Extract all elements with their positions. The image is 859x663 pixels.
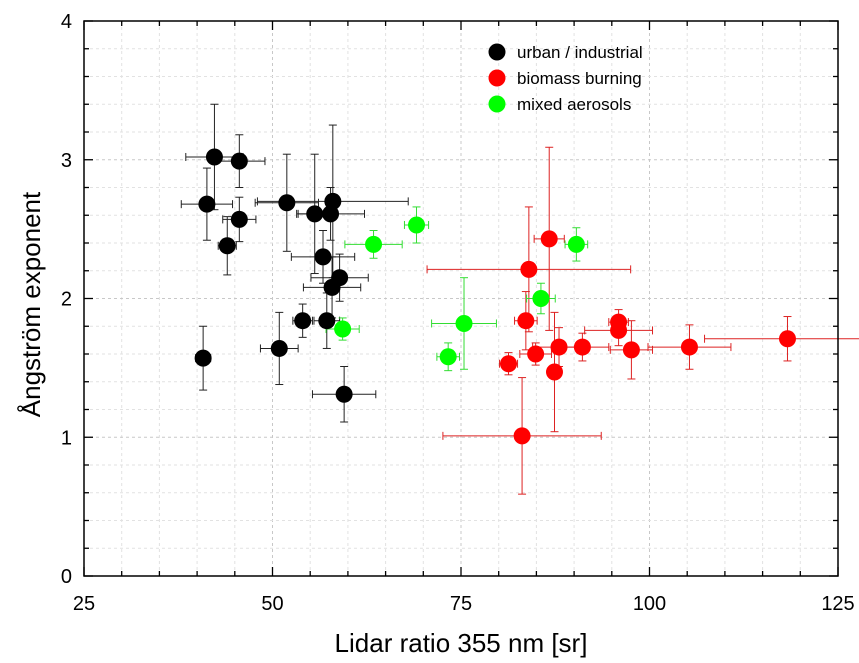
- x-tick-label: 125: [821, 593, 854, 615]
- data-point: [278, 194, 296, 212]
- data-point: [610, 321, 628, 339]
- data-point: [517, 312, 535, 330]
- x-axis-title: Lidar ratio 355 nm [sr]: [335, 628, 588, 658]
- data-point: [334, 320, 352, 338]
- tick-labels: 25 50 75 100 125 0 1 2 3 4: [61, 11, 855, 615]
- data-point: [527, 345, 545, 363]
- data-point: [324, 192, 342, 210]
- data-point: [545, 363, 563, 381]
- legend: urban / industrial biomass burning mixed a…: [488, 43, 643, 114]
- data-point: [567, 235, 585, 253]
- data-point: [540, 230, 558, 248]
- data-point: [573, 338, 591, 356]
- legend-marker: [488, 43, 506, 61]
- y-tick-label: 2: [61, 289, 72, 311]
- data-point: [532, 290, 550, 307]
- y-tick-label: 3: [61, 150, 72, 172]
- data-point: [680, 338, 698, 356]
- data-point: [778, 330, 796, 348]
- data-point: [520, 260, 538, 278]
- axis-ticks: [83, 20, 839, 577]
- data-point: [194, 349, 212, 367]
- legend-label: biomass burning: [517, 69, 642, 88]
- y-tick-label: 4: [61, 11, 72, 33]
- data-point: [550, 338, 568, 356]
- legend-label: mixed aerosols: [517, 95, 631, 114]
- grid-lines: [84, 21, 838, 576]
- legend-marker: [488, 69, 506, 87]
- data-point: [314, 248, 332, 266]
- legend-label: urban / industrial: [517, 43, 643, 62]
- legend-marker: [488, 95, 506, 113]
- data-point: [230, 210, 248, 228]
- data-point: [513, 427, 531, 445]
- y-tick-label: 1: [61, 427, 72, 449]
- x-tick-label: 75: [450, 593, 472, 615]
- data-point: [318, 312, 336, 330]
- data-point: [365, 235, 383, 253]
- data-point: [323, 278, 341, 296]
- data-point: [306, 205, 324, 223]
- x-tick-label: 100: [633, 593, 666, 615]
- x-tick-label: 50: [261, 593, 283, 615]
- data-point: [198, 195, 216, 213]
- data-point: [439, 348, 457, 366]
- y-axis-title: Ångström exponent: [16, 191, 46, 417]
- x-tick-label: 25: [73, 593, 95, 615]
- data-point: [270, 339, 288, 357]
- data-point: [622, 341, 640, 359]
- data-point: [218, 237, 236, 255]
- data-points: [194, 148, 796, 445]
- data-point: [408, 216, 426, 234]
- data-point: [455, 314, 473, 332]
- data-point: [230, 152, 248, 170]
- data-point: [335, 385, 353, 403]
- data-point: [205, 148, 223, 166]
- data-point: [500, 355, 518, 373]
- data-point: [294, 312, 312, 330]
- y-tick-label: 0: [61, 566, 72, 588]
